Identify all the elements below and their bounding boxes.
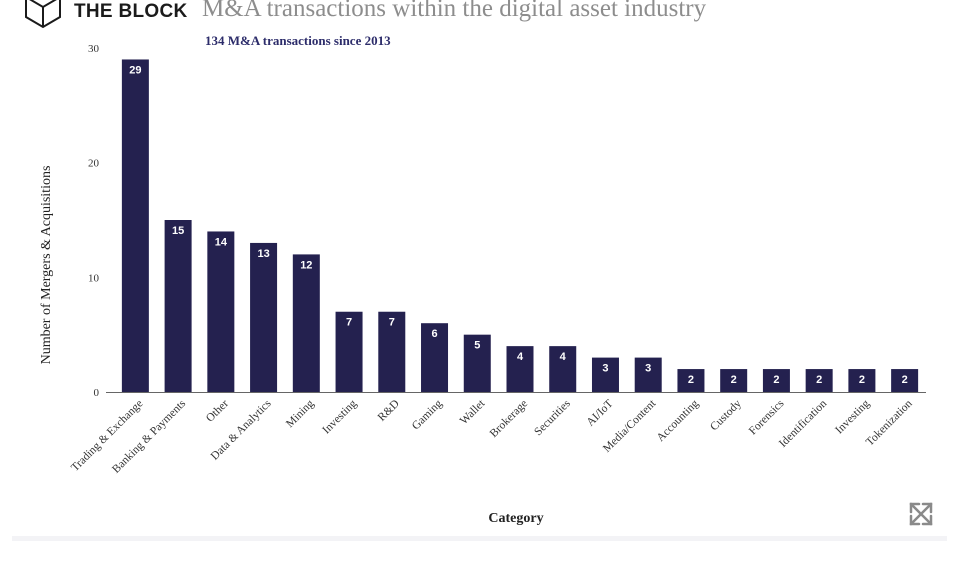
x-tick-label: Banking & Payments — [110, 397, 188, 475]
bar-data-label: 2 — [731, 374, 737, 386]
bar-data-label: 2 — [859, 374, 865, 386]
brand-name: THE BLOCK — [74, 1, 188, 22]
x-tick-label: Other — [204, 398, 231, 425]
bar-data-label: 3 — [602, 363, 608, 375]
bar — [634, 357, 662, 392]
footer-band — [12, 536, 947, 541]
bar-data-label: 13 — [257, 248, 269, 260]
bar-data-label: 4 — [517, 351, 524, 363]
bar — [164, 220, 192, 392]
cube-logo-icon — [25, 0, 61, 29]
expand-button[interactable] — [905, 498, 937, 530]
y-tick-label: 20 — [88, 158, 100, 170]
bar-data-label: 4 — [560, 351, 567, 363]
x-tick-label: AI/IoT — [585, 398, 616, 429]
bar-data-label: 6 — [431, 328, 437, 340]
bar — [335, 311, 363, 392]
bar-data-label: 29 — [129, 64, 141, 76]
x-tick-label: Custody — [708, 397, 744, 433]
chart-title: M&A transactions within the digital asse… — [202, 0, 707, 22]
x-tick-label: Investing — [320, 397, 359, 436]
chart-subtitle: 134 M&A transactions since 2013 — [205, 33, 391, 48]
brand: THE BLOCK — [22, 0, 188, 32]
bar — [378, 311, 406, 392]
bar — [463, 334, 491, 392]
bar — [292, 254, 320, 392]
x-tick-label: Trading & Exchange — [69, 398, 145, 474]
y-tick-label: 10 — [88, 272, 100, 284]
bar — [677, 369, 705, 392]
x-tick-label: Gaming — [410, 397, 445, 432]
x-tick-label: Tokenization — [864, 397, 915, 448]
bar-data-label: 12 — [300, 259, 312, 271]
y-tick-label: 0 — [94, 387, 100, 399]
y-tick-label: 30 — [88, 43, 100, 55]
bar-data-label: 2 — [688, 374, 694, 386]
bar — [207, 231, 235, 392]
x-tick-label: R&D — [376, 398, 402, 424]
bar — [121, 59, 149, 392]
bar-data-label: 14 — [215, 236, 228, 248]
x-tick-label: Accounting — [655, 397, 702, 444]
bar — [421, 323, 449, 392]
bar-data-label: 2 — [773, 374, 779, 386]
x-tick-label: Brokerage — [488, 398, 530, 440]
bar-data-label: 5 — [474, 340, 480, 352]
bar — [762, 369, 790, 392]
bar-data-label: 15 — [172, 225, 184, 237]
bar-data-label: 7 — [389, 317, 395, 329]
x-tick-label: Securities — [532, 397, 573, 438]
x-tick-label: Investing — [833, 397, 872, 436]
bar — [891, 369, 919, 392]
bar — [549, 346, 577, 392]
expand-arrows-icon — [909, 502, 933, 526]
bar — [720, 369, 748, 392]
bar — [848, 369, 876, 392]
x-tick-label: Mining — [284, 397, 317, 430]
bar — [805, 369, 833, 392]
bar — [506, 346, 534, 392]
bar-data-label: 2 — [816, 374, 822, 386]
x-tick-label: Wallet — [458, 397, 488, 427]
bar-data-label: 7 — [346, 317, 352, 329]
y-axis-title: Number of Mergers & Acquisitions — [39, 166, 54, 365]
x-axis-title: Category — [488, 511, 543, 526]
x-tick-label: Forensics — [747, 397, 787, 437]
bar-data-label: 2 — [902, 374, 908, 386]
bar — [250, 242, 278, 392]
bar — [591, 357, 619, 392]
bar-data-label: 3 — [645, 363, 651, 375]
